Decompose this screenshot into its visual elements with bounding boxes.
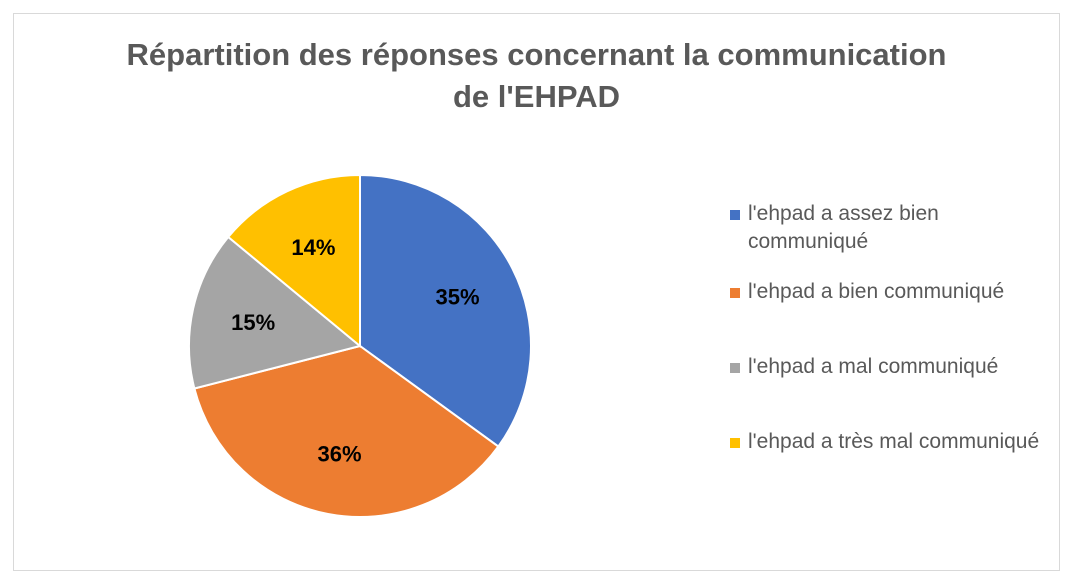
legend-swatch-assez-bien — [730, 210, 740, 220]
legend-label-bien: l'ehpad a bien communiqué — [748, 280, 1005, 303]
pie-slice-assez-bien — [359, 173, 532, 448]
chart-frame — [13, 13, 1060, 571]
pie-slice-bien — [193, 344, 500, 518]
legend-item-assez-bien: l'ehpad a assez bien communiqué — [730, 200, 1050, 256]
legend-swatch-tres-mal — [730, 438, 740, 448]
chart-title-line-1: Répartition des réponses concernant la c… — [126, 37, 947, 72]
pie-slice-tres-mal — [226, 173, 361, 349]
data-label-mal: 15% — [231, 310, 275, 335]
legend-item-mal: l'ehpad a mal communiqué — [730, 353, 1050, 381]
legend-label-mal: l'ehpad a mal communiqué — [748, 355, 999, 378]
chart-title-line-2: de l'EHPAD — [453, 79, 620, 114]
legend-item-tres-mal: l'ehpad a très mal communiqué — [730, 428, 1050, 456]
pie-slice-mal — [188, 235, 363, 390]
legend-item-bien: l'ehpad a bien communiqué — [730, 278, 1050, 306]
chart-title: Répartition des réponses concernant la c… — [0, 34, 1073, 118]
legend-swatch-mal — [730, 363, 740, 373]
data-label-bien: 36% — [317, 442, 361, 467]
data-label-assez-bien: 35% — [435, 284, 479, 309]
legend-label-assez-bien: l'ehpad a assez bien communiqué — [748, 202, 939, 253]
data-label-tres-mal: 14% — [291, 235, 335, 260]
legend-swatch-bien — [730, 288, 740, 298]
legend-label-tres-mal: l'ehpad a très mal communiqué — [748, 430, 1040, 453]
